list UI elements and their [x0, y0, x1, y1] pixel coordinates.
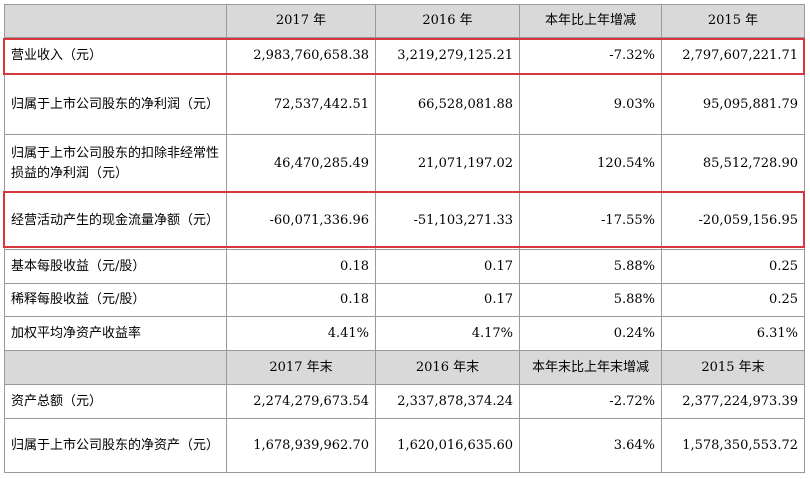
- table-row-operating-cashflow: 经营活动产生的现金流量净额（元） -60,071,336.96 -51,103,…: [4, 192, 805, 250]
- cell-change: 120.54%: [519, 134, 662, 193]
- header-col-change-end: 本年末比上年末增减: [519, 350, 662, 385]
- header-col-2017-end: 2017 年末: [226, 350, 376, 385]
- row-label: 营业收入（元）: [4, 37, 227, 75]
- row-label: 经营活动产生的现金流量净额（元）: [4, 192, 227, 250]
- header-label-cell: [4, 4, 227, 38]
- financial-summary-table: 2017 年 2016 年 本年比上年增减 2015 年 营业收入（元） 2,9…: [4, 4, 805, 473]
- cell-change: -2.72%: [519, 384, 662, 419]
- header-col-2016-end: 2016 年末: [375, 350, 520, 385]
- table-row-net-profit: 归属于上市公司股东的净利润（元） 72,537,442.51 66,528,08…: [4, 74, 805, 135]
- table-row-total-assets: 资产总额（元） 2,274,279,673.54 2,337,878,374.2…: [4, 384, 805, 419]
- cell-2016: 3,219,279,125.21: [375, 37, 520, 75]
- table-row-basic-eps: 基本每股收益（元/股） 0.18 0.17 5.88% 0.25: [4, 249, 805, 284]
- cell-2016: 0.17: [375, 249, 520, 284]
- row-label: 稀释每股收益（元/股）: [4, 283, 227, 317]
- cell-2015: 2,377,224,973.39: [661, 384, 805, 419]
- cell-2016: 4.17%: [375, 316, 520, 351]
- cell-2017: 4.41%: [226, 316, 376, 351]
- cell-2015: 0.25: [661, 249, 805, 284]
- cell-2015: 0.25: [661, 283, 805, 317]
- row-label: 归属于上市公司股东的扣除非经常性损益的净利润（元）: [4, 134, 227, 193]
- cell-2016: 0.17: [375, 283, 520, 317]
- row-label: 归属于上市公司股东的净利润（元）: [4, 74, 227, 135]
- cell-2015: 1,578,350,553.72: [661, 418, 805, 473]
- header-col-2016: 2016 年: [375, 4, 520, 38]
- cell-2017: 1,678,939,962.70: [226, 418, 376, 473]
- cell-change: 0.24%: [519, 316, 662, 351]
- header-row-annual: 2017 年 2016 年 本年比上年增减 2015 年: [4, 4, 805, 38]
- cell-2016: 2,337,878,374.24: [375, 384, 520, 419]
- cell-2015: 6.31%: [661, 316, 805, 351]
- table-row-adjusted-net-profit: 归属于上市公司股东的扣除非经常性损益的净利润（元） 46,470,285.49 …: [4, 134, 805, 193]
- table-row-diluted-eps: 稀释每股收益（元/股） 0.18 0.17 5.88% 0.25: [4, 283, 805, 317]
- cell-2017: 0.18: [226, 249, 376, 284]
- table-row-net-assets: 归属于上市公司股东的净资产（元） 1,678,939,962.70 1,620,…: [4, 418, 805, 473]
- cell-2017: 0.18: [226, 283, 376, 317]
- cell-2015: 2,797,607,221.71: [661, 37, 805, 75]
- cell-2017: 46,470,285.49: [226, 134, 376, 193]
- cell-2015: -20,059,156.95: [661, 192, 805, 250]
- cell-2016: -51,103,271.33: [375, 192, 520, 250]
- cell-change: -7.32%: [519, 37, 662, 75]
- cell-change: 5.88%: [519, 249, 662, 284]
- cell-2016: 66,528,081.88: [375, 74, 520, 135]
- header-col-2017: 2017 年: [226, 4, 376, 38]
- cell-2017: 2,274,279,673.54: [226, 384, 376, 419]
- cell-change: 5.88%: [519, 283, 662, 317]
- cell-change: 9.03%: [519, 74, 662, 135]
- header-label-cell: [4, 350, 227, 385]
- table-row-revenue: 营业收入（元） 2,983,760,658.38 3,219,279,125.2…: [4, 37, 805, 75]
- cell-2015: 95,095,881.79: [661, 74, 805, 135]
- row-label: 归属于上市公司股东的净资产（元）: [4, 418, 227, 473]
- header-col-change: 本年比上年增减: [519, 4, 662, 38]
- cell-2017: 2,983,760,658.38: [226, 37, 376, 75]
- cell-change: 3.64%: [519, 418, 662, 473]
- header-col-2015: 2015 年: [661, 4, 805, 38]
- table-row-weighted-roe: 加权平均净资产收益率 4.41% 4.17% 0.24% 6.31%: [4, 316, 805, 351]
- header-col-2015-end: 2015 年末: [661, 350, 805, 385]
- cell-2016: 21,071,197.02: [375, 134, 520, 193]
- cell-2017: 72,537,442.51: [226, 74, 376, 135]
- header-row-year-end: 2017 年末 2016 年末 本年末比上年末增减 2015 年末: [4, 350, 805, 385]
- cell-change: -17.55%: [519, 192, 662, 250]
- row-label: 资产总额（元）: [4, 384, 227, 419]
- row-label: 基本每股收益（元/股）: [4, 249, 227, 284]
- cell-2015: 85,512,728.90: [661, 134, 805, 193]
- cell-2016: 1,620,016,635.60: [375, 418, 520, 473]
- cell-2017: -60,071,336.96: [226, 192, 376, 250]
- row-label: 加权平均净资产收益率: [4, 316, 227, 351]
